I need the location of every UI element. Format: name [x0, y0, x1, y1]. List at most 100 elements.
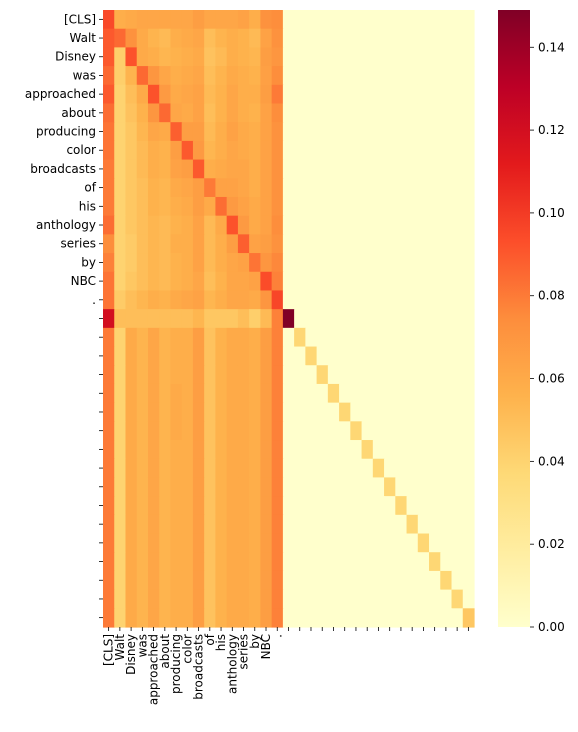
heatmap-cell	[282, 159, 295, 179]
heatmap-cell	[192, 533, 205, 553]
heatmap-cell	[192, 271, 205, 292]
heatmap-cell	[159, 253, 172, 273]
heatmap-cell	[147, 383, 160, 404]
heatmap-cell	[125, 140, 138, 161]
heatmap-cell	[429, 47, 441, 67]
heatmap-cell	[114, 608, 127, 628]
heatmap-cell	[417, 66, 430, 86]
heatmap-cell	[103, 253, 115, 273]
heatmap-cell	[181, 178, 194, 198]
colorbar-tick-label: 0.08	[538, 289, 565, 303]
heatmap-cell	[114, 477, 127, 497]
heatmap-cell	[361, 66, 374, 86]
heatmap-cell	[114, 28, 127, 48]
heatmap-cell	[271, 533, 284, 553]
heatmap-cell	[103, 346, 115, 366]
heatmap-cell	[361, 496, 374, 516]
heatmap-cell	[249, 215, 261, 235]
heatmap-cell	[260, 383, 273, 404]
heatmap-cell	[192, 28, 205, 48]
heatmap-cell	[440, 309, 453, 329]
heatmap-cell	[226, 383, 239, 404]
heatmap-cell	[294, 608, 306, 628]
heatmap-cell	[170, 271, 183, 292]
heatmap-cell	[305, 234, 318, 254]
heatmap-cell	[339, 215, 351, 235]
heatmap-cell	[260, 365, 273, 385]
heatmap-cell	[271, 196, 284, 217]
heatmap-cell	[260, 140, 273, 161]
heatmap-cell	[372, 421, 385, 441]
heatmap-cell	[271, 215, 284, 235]
heatmap-cell	[181, 140, 194, 161]
heatmap-cell	[384, 28, 396, 48]
heatmap-cell	[271, 327, 284, 348]
heatmap-cell	[327, 234, 340, 254]
row-label: NBC	[71, 274, 96, 288]
heatmap-cell	[462, 552, 475, 572]
heatmap-cell	[181, 514, 194, 535]
heatmap-cell	[181, 589, 194, 609]
heatmap-cell	[181, 440, 194, 460]
heatmap-cell	[282, 234, 295, 254]
heatmap-cell	[237, 84, 250, 105]
heatmap-cell	[237, 122, 250, 142]
heatmap-cell	[125, 215, 138, 235]
heatmap-cell	[136, 402, 149, 422]
heatmap-cell	[440, 47, 453, 67]
heatmap-cell	[417, 122, 430, 142]
heatmap-cell	[136, 159, 149, 179]
heatmap-cell	[226, 496, 239, 516]
heatmap-cell	[215, 196, 228, 217]
heatmap-cell	[136, 514, 149, 535]
heatmap-cell	[361, 514, 374, 535]
heatmap-cell	[125, 346, 138, 366]
heatmap-cell	[417, 496, 430, 516]
heatmap-cell	[294, 47, 306, 67]
heatmap-cell	[350, 421, 363, 441]
heatmap-cell	[406, 327, 419, 348]
heatmap-cell	[181, 533, 194, 553]
heatmap-cell	[440, 215, 453, 235]
heatmap-cell	[361, 402, 374, 422]
heatmap-cell	[181, 253, 194, 273]
heatmap-cell	[451, 10, 464, 30]
heatmap-cell	[249, 178, 261, 198]
heatmap-cell	[192, 608, 205, 628]
heatmap-cell	[417, 84, 430, 105]
heatmap-cell	[192, 234, 205, 254]
heatmap-cell	[417, 402, 430, 422]
heatmap-cell	[294, 290, 306, 310]
heatmap-cell	[339, 290, 351, 310]
heatmap-cell	[226, 327, 239, 348]
heatmap-cell	[103, 440, 115, 460]
heatmap-cell	[170, 608, 183, 628]
heatmap-cell	[294, 589, 306, 609]
heatmap-cell	[294, 496, 306, 516]
heatmap-cell	[361, 215, 374, 235]
heatmap-cell	[271, 271, 284, 292]
heatmap-cell	[372, 10, 385, 30]
heatmap-cell	[305, 103, 318, 123]
heatmap-cell	[462, 514, 475, 535]
heatmap-cell	[147, 196, 160, 217]
heatmap-cell	[147, 178, 160, 198]
heatmap-cell	[260, 458, 273, 479]
heatmap-cell	[170, 477, 183, 497]
heatmap-cell	[429, 383, 441, 404]
heatmap-cell	[282, 10, 295, 30]
colorbar-ticks: 0.00 0.02 0.04 0.06 0.08 0.10 0.12 0.14	[530, 40, 565, 634]
heatmap-cell	[249, 458, 261, 479]
heatmap-cell	[350, 402, 363, 422]
heatmap-cell	[395, 234, 408, 254]
heatmap-cell	[192, 589, 205, 609]
heatmap-cell	[417, 159, 430, 179]
heatmap-cell	[440, 346, 453, 366]
heatmap-cell	[406, 10, 419, 30]
heatmap-cell	[294, 440, 306, 460]
heatmap-cell	[282, 28, 295, 48]
column-labels: [CLS]WaltDisneywasapproachedaboutproduci…	[102, 627, 469, 705]
heatmap-cell	[147, 440, 160, 460]
heatmap-cell	[417, 234, 430, 254]
heatmap-cell	[215, 383, 228, 404]
